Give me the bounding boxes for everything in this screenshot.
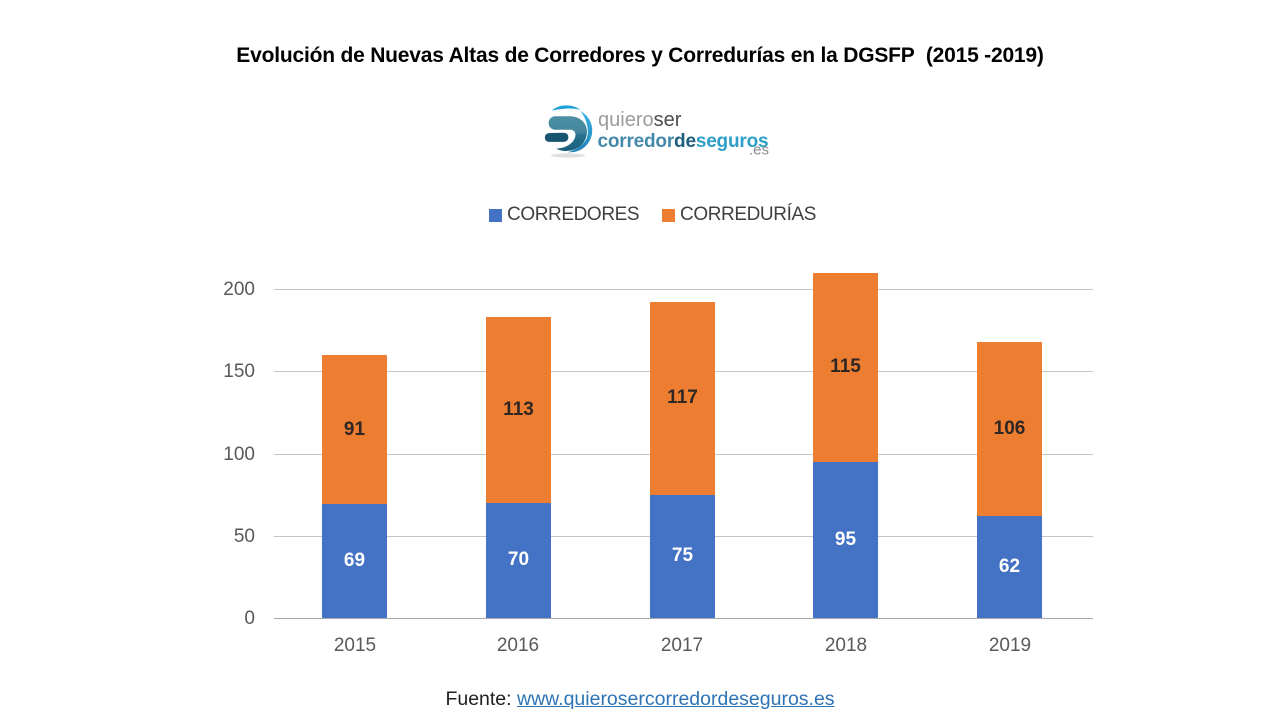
svg-text:.es: .es — [749, 142, 769, 159]
svg-text:quieroser: quieroser — [598, 109, 682, 131]
svg-text:corredordeseguros: corredordeseguros — [598, 131, 769, 152]
